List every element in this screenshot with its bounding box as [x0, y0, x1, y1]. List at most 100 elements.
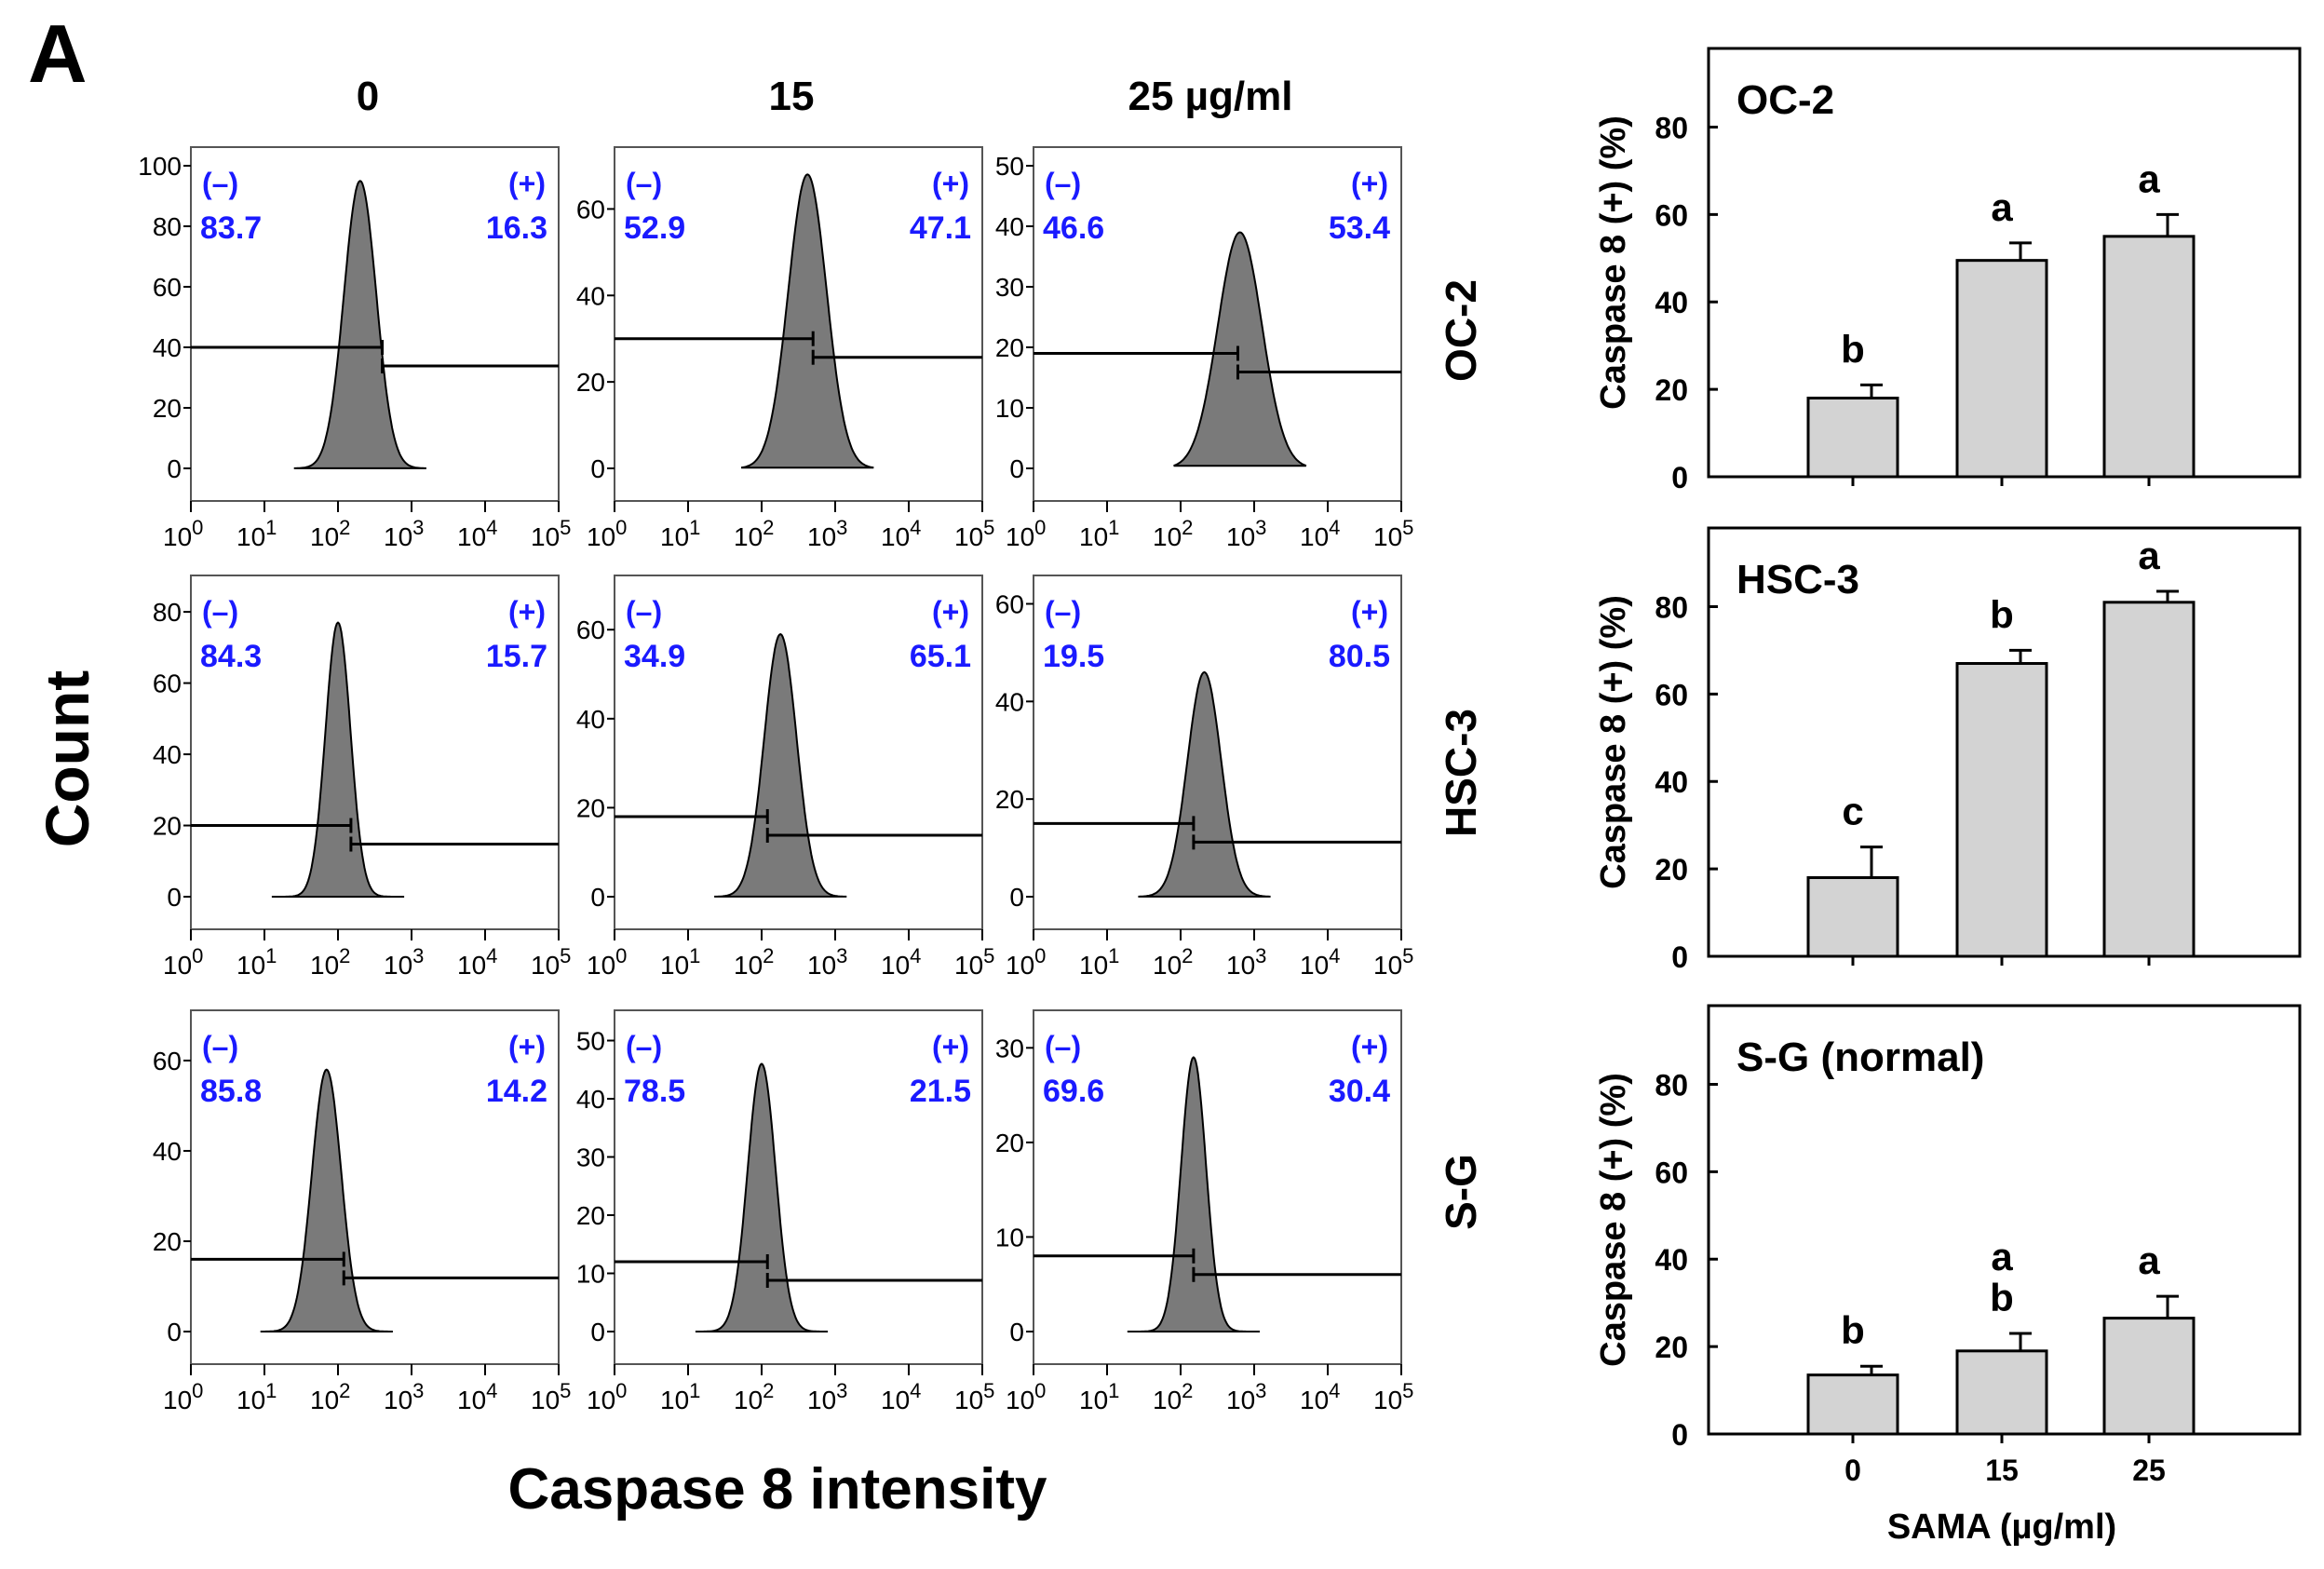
y-tick-label: 10: [995, 1223, 1024, 1251]
bar-0: [1806, 1373, 1899, 1436]
x-tick-label: 100: [1006, 944, 1046, 980]
x-tick-label: 100: [587, 944, 627, 980]
gate-neg-label: (–): [1045, 167, 1081, 200]
bar-chart: HSC-3 Caspase 8 (+) (%) 0 20 40 60 80 c b a: [1594, 526, 2302, 974]
y-tick-label: 30: [995, 1034, 1024, 1062]
x-tick-label: 102: [1153, 516, 1193, 551]
y-tick-label: 40: [1655, 286, 1688, 319]
panel-frame: [614, 1009, 983, 1365]
panel-label: A: [28, 7, 88, 100]
bar-chart: OC-2 Caspase 8 (+) (%) 0 20 40 60 80 b a a: [1594, 47, 2302, 494]
gate-pos-percent: 21.5: [910, 1074, 971, 1109]
histogram-panel: 0 20 40 60 100 101 102 103 104 105 (–) (+) 52.9 47.1: [576, 146, 994, 551]
panel-frame: [1033, 146, 1402, 502]
x-tick-label: 100: [163, 944, 203, 980]
y-tick-label: 40: [153, 333, 182, 362]
y-tick-label: 20: [995, 1129, 1024, 1157]
gate-neg-percent: 83.7: [200, 210, 262, 246]
y-axis-title: Count: [33, 670, 101, 848]
gate-pos-label: (+): [508, 167, 546, 200]
y-tick-label: 20: [576, 793, 605, 822]
bar-0: [1806, 397, 1899, 479]
x-tick-label: 105: [531, 516, 571, 551]
histogram-panel: 0 20 40 60 80 100 100 101 102 103 104 105 (–) (+) 83.7…: [138, 146, 571, 551]
x-tick-label: 103: [384, 1379, 424, 1414]
x-tick-label: 100: [587, 1379, 627, 1414]
gate-pos-percent: 80.5: [1329, 639, 1390, 674]
gate-pos-label: (+): [932, 167, 969, 200]
y-tick-label: 0: [1009, 454, 1024, 483]
significance-letter: b: [1841, 1308, 1865, 1352]
significance-letter: a: [2138, 156, 2160, 200]
x-tick-label: 100: [587, 516, 627, 551]
gate-pos-percent: 30.4: [1329, 1074, 1390, 1109]
histogram-panel: 0 20 40 60 100 101 102 103 104 105 (–) (+) 19.5 80.5: [995, 575, 1413, 980]
y-tick-label: 80: [1655, 111, 1688, 144]
bar-25: [2102, 601, 2196, 958]
y-tick-label: 80: [1655, 1068, 1688, 1102]
histogram-area: [1173, 231, 1307, 467]
x-tick-label: 103: [807, 1379, 847, 1414]
gate-neg-percent: 78.5: [624, 1074, 685, 1109]
panel-frame: [190, 575, 560, 930]
x-tick-label: 100: [1006, 1379, 1046, 1414]
y-tick-label: 50: [995, 152, 1024, 181]
gate-pos-percent: 16.3: [486, 210, 547, 246]
significance-letter: b: [1990, 1276, 2014, 1319]
x-tick-label: 104: [1300, 1379, 1340, 1414]
x-tick-label: 101: [236, 944, 277, 980]
gate-neg-percent: 84.3: [200, 639, 262, 674]
significance-letter: a: [2138, 1238, 2160, 1282]
y-tick-label: 60: [995, 589, 1024, 618]
gate-neg-label: (–): [626, 1030, 662, 1063]
y-tick-label: 60: [1655, 198, 1688, 232]
x-tick-label: 100: [163, 1379, 203, 1414]
histogram-panel: 0 20 40 60 100 101 102 103 104 105 (–) (+) 34.9 65.1: [576, 575, 994, 980]
histogram-panel: 0 10 20 30 40 50 100 101 102 103 104 105 (–) (+) 46.6 5…: [995, 146, 1413, 551]
gate-pos-percent: 15.7: [486, 639, 547, 674]
histogram-area: [260, 1068, 393, 1332]
x-tick-label: 101: [1079, 1379, 1119, 1414]
histogram-area: [740, 173, 874, 469]
y-tick-label: 20: [153, 394, 182, 423]
chart-title: S-G (normal): [1736, 1035, 1984, 1080]
x-tick-label: 101: [236, 1379, 277, 1414]
histogram-area: [293, 180, 426, 469]
histogram-panel: 0 20 40 60 80 100 101 102 103 104 105 (–) (+) 84.3 15.…: [153, 575, 571, 980]
y-tick-label: 60: [1655, 1156, 1688, 1189]
gate-neg-label: (–): [202, 1030, 238, 1063]
y-tick-label: 0: [1671, 1418, 1688, 1452]
x-tick-label: 105: [954, 516, 994, 551]
x-tick-label: 104: [1300, 944, 1340, 980]
col-header-25: 25 µg/ml: [1128, 74, 1293, 119]
x-tick-label: 100: [163, 516, 203, 551]
gate-neg-percent: 85.8: [200, 1074, 262, 1109]
y-tick-label: 40: [1655, 1243, 1688, 1277]
x-tick-label: 104: [881, 944, 921, 980]
y-tick-label: 60: [153, 273, 182, 302]
histogram-panel: 0 20 40 60 100 101 102 103 104 105 (–) (+) 85.8 14.2: [153, 1009, 571, 1414]
y-tick-label: 20: [1655, 1331, 1688, 1364]
gate-neg-percent: 19.5: [1043, 639, 1104, 674]
y-tick-label: 40: [995, 687, 1024, 716]
y-tick-label: 0: [167, 454, 182, 483]
x-tick-label: 15: [1985, 1454, 2019, 1487]
x-tick-label: 102: [310, 944, 350, 980]
row-label-sg: S-G: [1437, 1154, 1485, 1230]
gate-neg-label: (–): [202, 167, 238, 200]
gate-pos-label: (+): [508, 1030, 546, 1063]
x-tick-label: 105: [531, 944, 571, 980]
x-axis-label: SAMA (µg/ml): [1887, 1508, 2116, 1547]
significance-letter: b: [1990, 592, 2014, 636]
gate-neg-label: (–): [626, 167, 662, 200]
x-tick-label: 103: [1226, 1379, 1266, 1414]
y-tick-label: 80: [153, 598, 182, 627]
row-label-hsc3: HSC-3: [1437, 709, 1485, 837]
gate-pos-label: (+): [932, 1030, 969, 1063]
bar-chart: S-G (normal)Caspase 8 (+) (%)020406080ba…: [1594, 1004, 2302, 1547]
gate-pos-label: (+): [1351, 1030, 1388, 1063]
x-tick-label: 102: [734, 944, 774, 980]
significance-letter: c: [1842, 790, 1863, 833]
x-tick-label: 102: [310, 516, 350, 551]
